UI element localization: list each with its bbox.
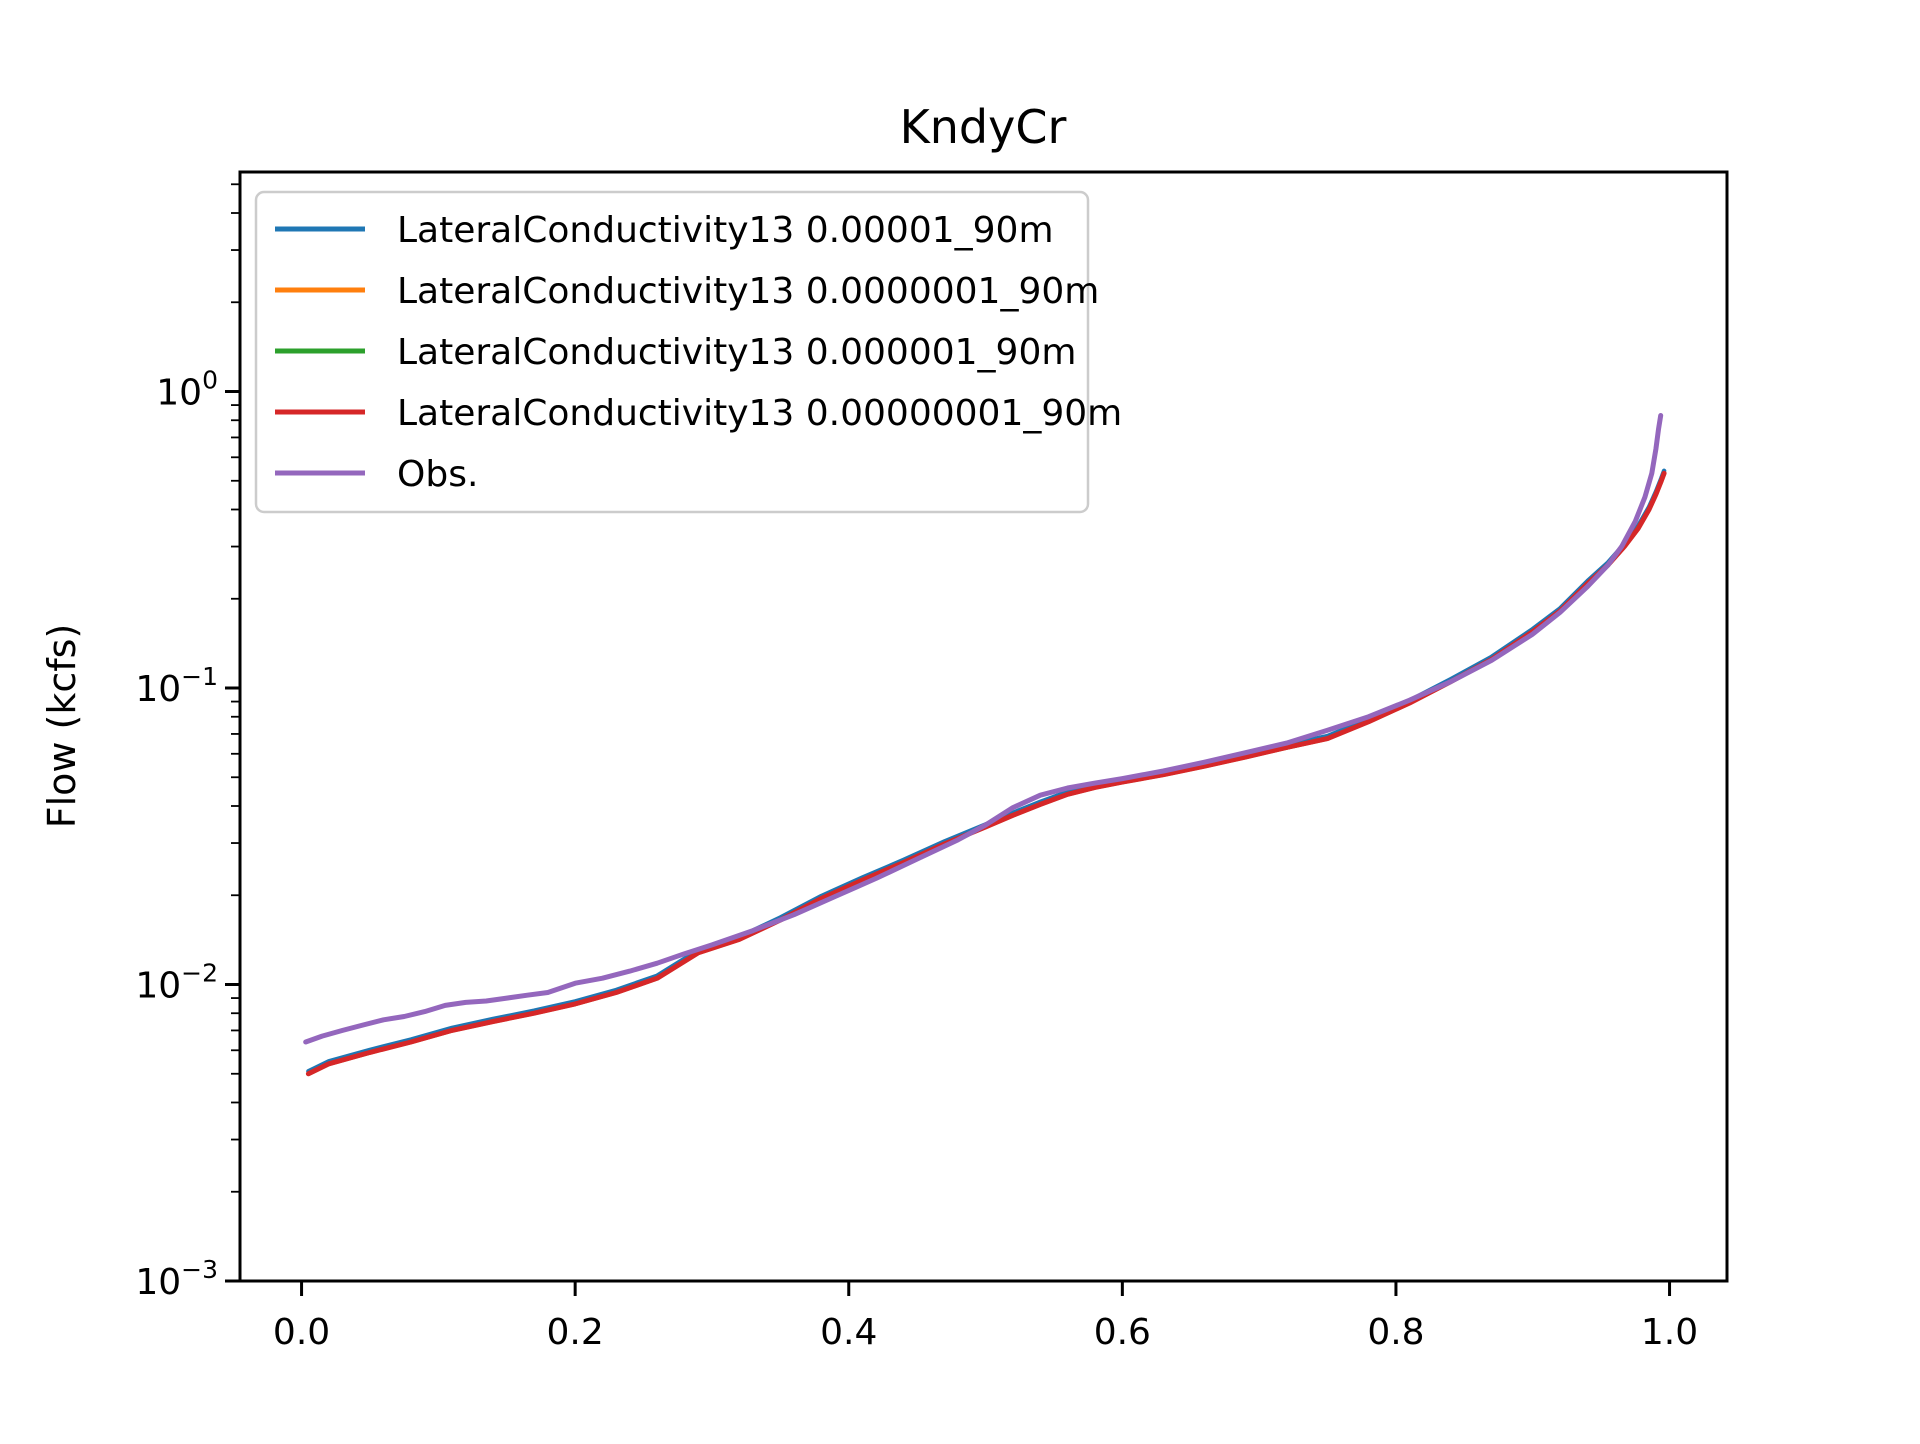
x-tick-label: 0.8 (1367, 1312, 1424, 1353)
series-lines (303, 413, 1667, 1077)
y-axis-major-ticks: 100 10−1 10−2 10−3 (135, 366, 240, 1303)
y-tick-label: 10−2 (135, 959, 218, 1007)
y-axis-label: Flow (kcfs) (40, 624, 84, 829)
plot-title: KndyCr (900, 100, 1067, 154)
y-tick-label: 100 (156, 366, 218, 414)
legend-label: LateralConductivity13 0.0000001_90m (397, 271, 1099, 312)
x-axis-ticks: 0.0 0.2 0.4 0.6 0.8 1.0 (273, 1281, 1698, 1353)
legend-label: LateralConductivity13 0.00001_90m (397, 210, 1054, 251)
legend: LateralConductivity13 0.00001_90m Lateral… (254, 190, 1122, 514)
series-line-3 (305, 470, 1667, 1077)
x-tick-label: 1.0 (1641, 1312, 1698, 1353)
x-tick-label: 0.2 (547, 1312, 604, 1353)
legend-label: LateralConductivity13 0.000001_90m (397, 332, 1076, 373)
legend-label: Obs. (397, 454, 478, 495)
x-tick-label: 0.4 (820, 1312, 877, 1353)
y-tick-label: 10−3 (135, 1255, 218, 1303)
series-line-2 (306, 471, 1667, 1077)
series-line-1 (306, 471, 1667, 1077)
legend-label: LateralConductivity13 0.00000001_90m (397, 393, 1122, 434)
x-tick-label: 0.0 (273, 1312, 330, 1353)
legend-box (254, 190, 1090, 514)
axes-frame (238, 170, 1729, 1283)
y-tick-label: 10−1 (135, 662, 218, 710)
x-tick-label: 0.6 (1094, 1312, 1151, 1353)
series-line-4 (303, 413, 1664, 1045)
series-line-0 (306, 468, 1667, 1074)
